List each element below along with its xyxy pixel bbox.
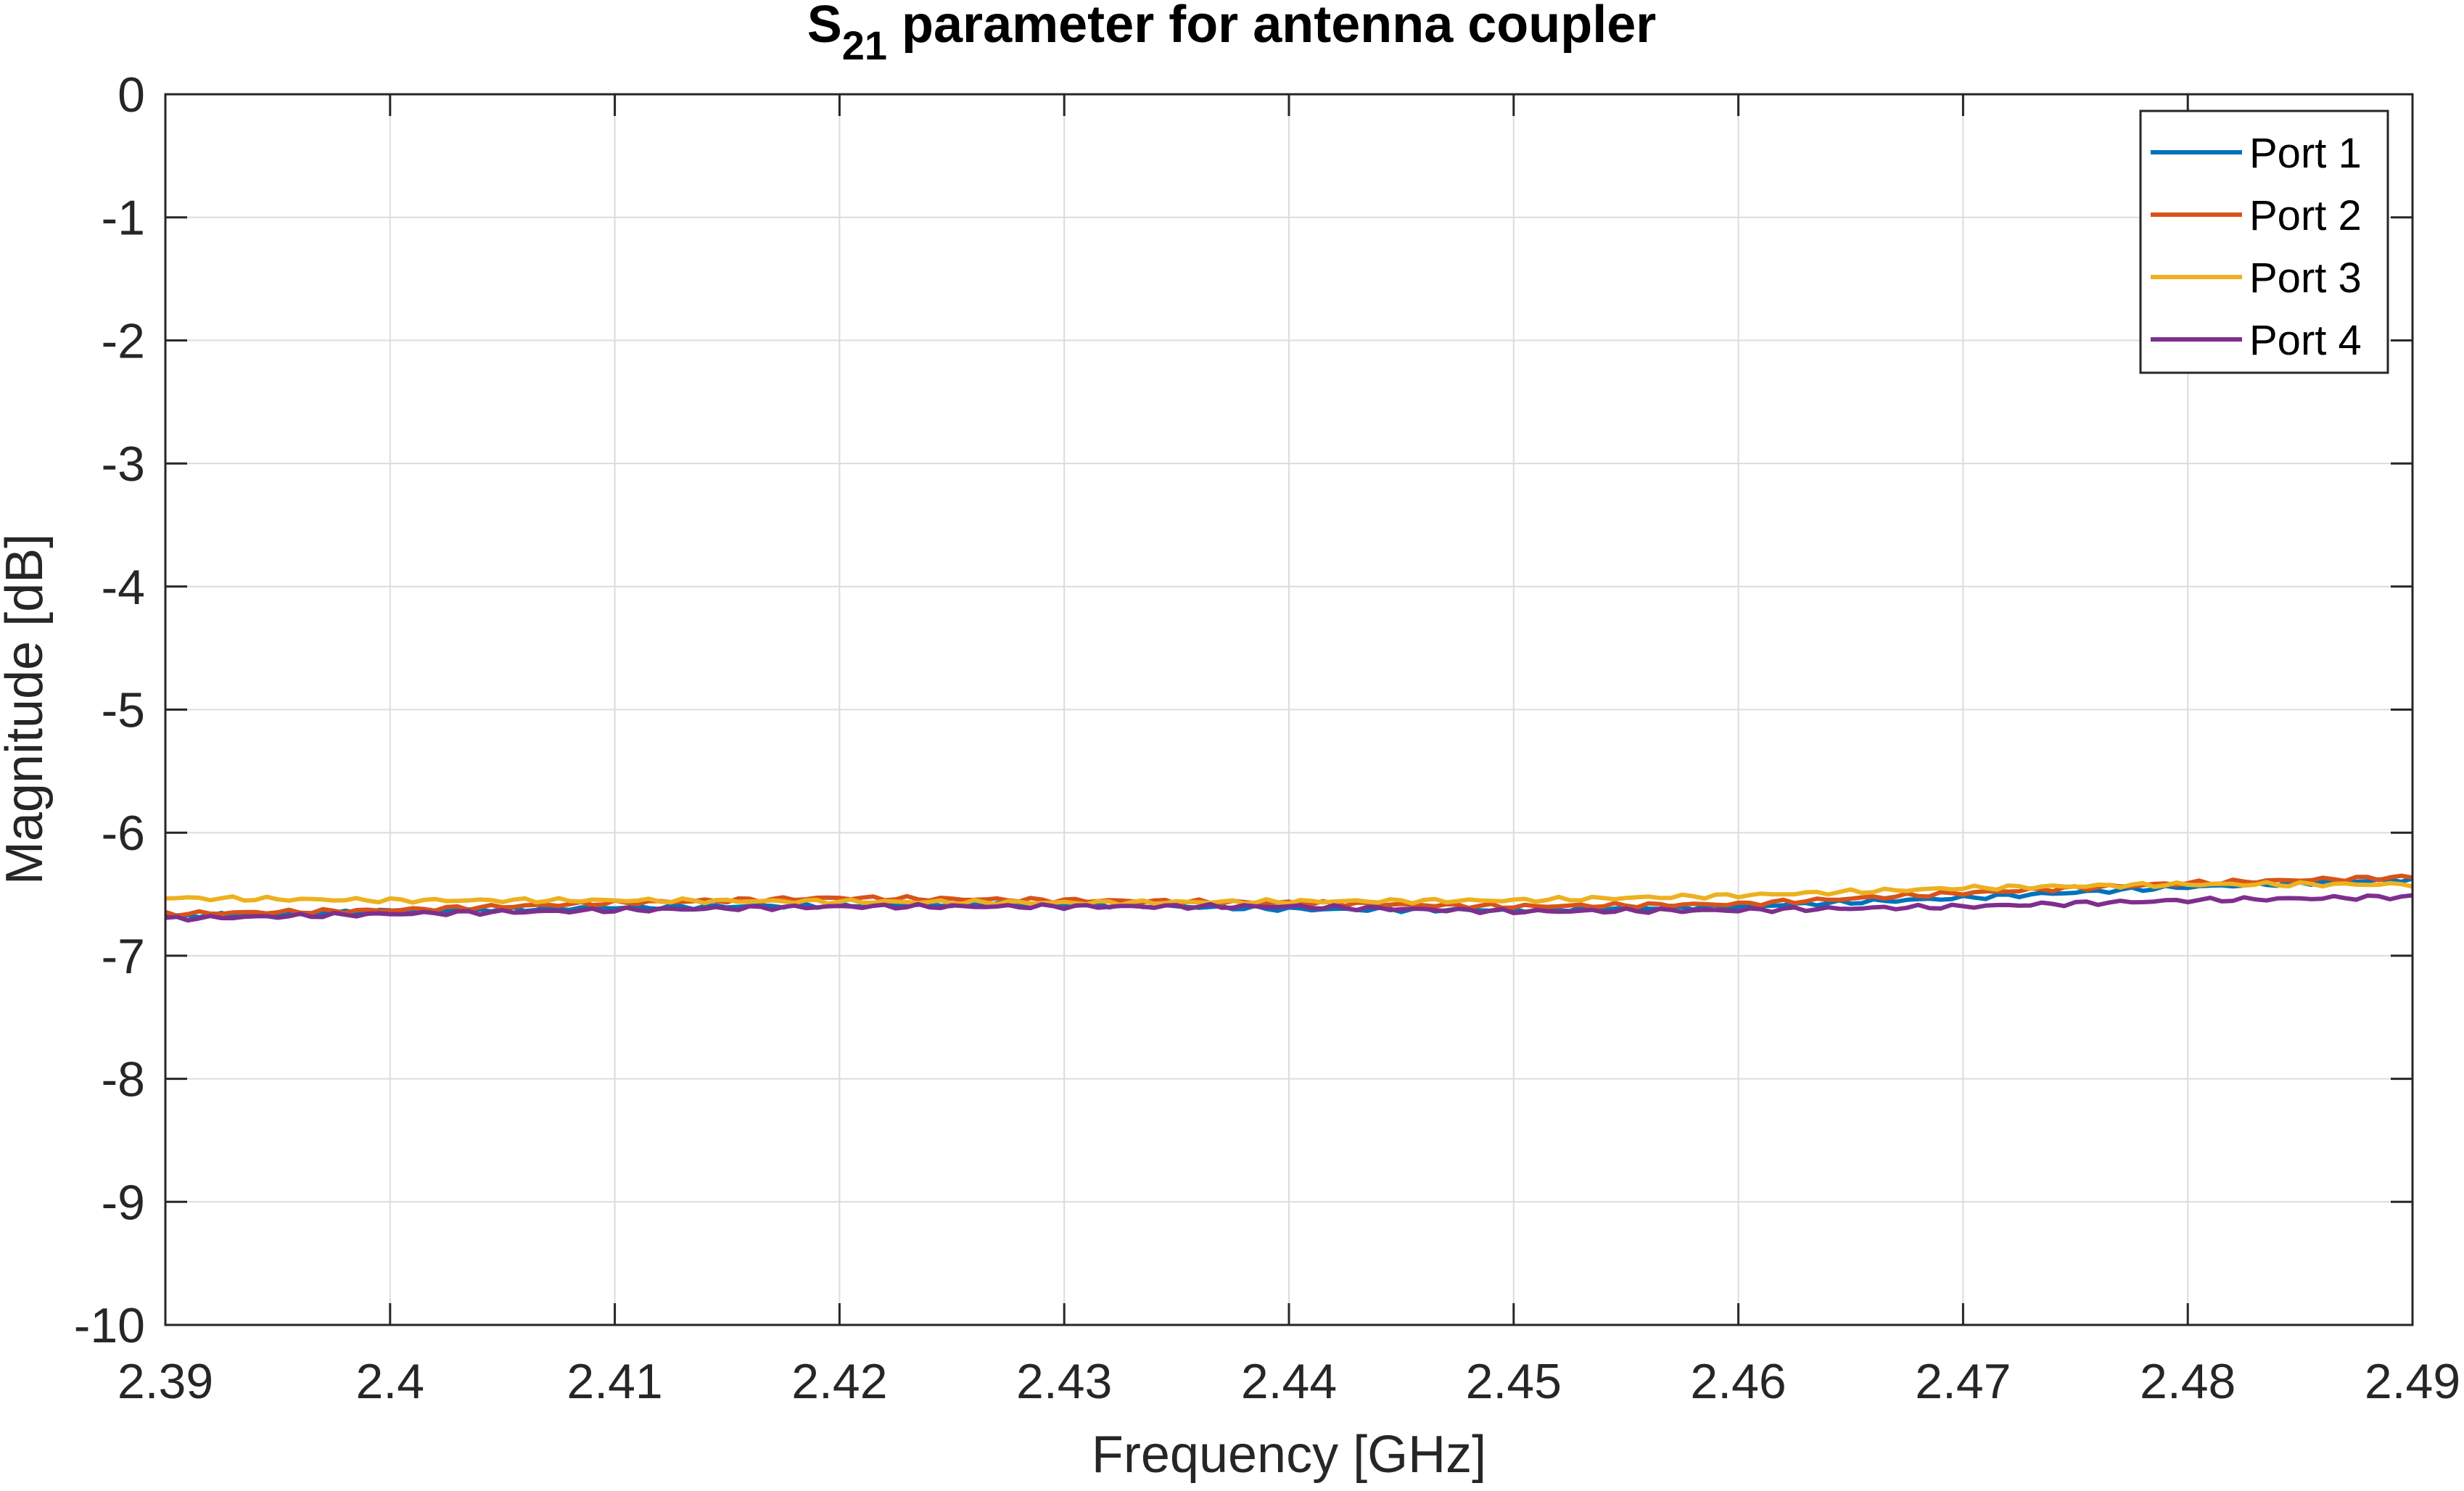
x-tick-label: 2.43 xyxy=(1016,1354,1112,1409)
x-tick-label: 2.42 xyxy=(791,1354,887,1409)
series-line-port-4 xyxy=(165,893,2413,923)
chart-title-subscript: 21 xyxy=(842,22,887,68)
grid xyxy=(165,94,2413,1326)
x-tick-label: 2.41 xyxy=(566,1354,662,1409)
series-lines xyxy=(165,873,2413,923)
y-tick-label: -6 xyxy=(102,806,145,861)
y-tick-label: -8 xyxy=(102,1052,145,1107)
y-tick-label: -9 xyxy=(102,1175,145,1230)
y-tick-label: -4 xyxy=(102,560,145,615)
y-tick-label: -10 xyxy=(74,1298,145,1353)
legend-label: Port 4 xyxy=(2249,317,2362,364)
x-tick-label: 2.39 xyxy=(118,1354,213,1409)
x-tick-label: 2.46 xyxy=(1690,1354,1786,1409)
y-axis-label: Magnitude [dB] xyxy=(0,534,54,885)
y-tick-label: -1 xyxy=(102,191,145,246)
x-axis-label: Frequency [GHz] xyxy=(1092,1426,1486,1484)
chart-title-rest: parameter for antenna coupler xyxy=(887,0,1656,54)
x-tick-label: 2.44 xyxy=(1241,1354,1337,1409)
y-tick-labels: 0 -1 -2 -3 -4 -5 -6 -7 -8 -9 -10 xyxy=(74,67,145,1353)
y-tick-label: 0 xyxy=(118,67,145,123)
axis-ticks xyxy=(164,93,2414,1326)
x-tick-label: 2.49 xyxy=(2365,1354,2460,1409)
x-tick-label: 2.45 xyxy=(1466,1354,1562,1409)
series-line-port-3 xyxy=(165,880,2413,907)
x-tick-label: 2.47 xyxy=(1915,1354,2011,1409)
chart-title: S21 parameter for antenna coupler xyxy=(807,0,1657,68)
legend-label: Port 2 xyxy=(2249,192,2362,239)
legend-box xyxy=(2139,110,2389,374)
y-tick-label: -5 xyxy=(102,683,145,738)
x-tick-labels: 2.39 2.4 2.41 2.42 2.43 2.44 2.45 2.46 2.47 2.48 2… xyxy=(118,1354,2460,1409)
legend-label: Port 3 xyxy=(2249,255,2362,302)
y-tick-label: -2 xyxy=(102,313,145,368)
y-tick-label: -7 xyxy=(102,929,145,984)
legend-label: Port 1 xyxy=(2249,130,2362,177)
legend: Port 1 Port 2 Port 3 Port 4 xyxy=(2139,110,2389,374)
x-tick-label: 2.4 xyxy=(356,1354,425,1409)
chart-title-main: S xyxy=(807,0,842,54)
x-tick-label: 2.48 xyxy=(2140,1354,2236,1409)
y-tick-label: -3 xyxy=(102,437,145,492)
